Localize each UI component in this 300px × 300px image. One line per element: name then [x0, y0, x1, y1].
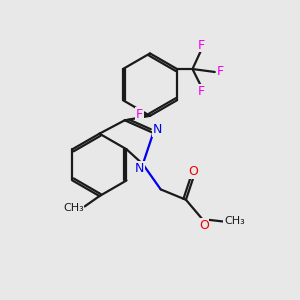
Text: N: N [135, 162, 145, 175]
Text: O: O [188, 165, 198, 178]
Text: F: F [198, 85, 205, 98]
Text: F: F [198, 39, 205, 52]
Text: N: N [153, 123, 162, 136]
Text: O: O [199, 218, 209, 232]
Text: CH₃: CH₃ [63, 203, 84, 213]
Text: F: F [136, 108, 143, 121]
Text: F: F [217, 65, 224, 79]
Text: CH₃: CH₃ [224, 217, 245, 226]
